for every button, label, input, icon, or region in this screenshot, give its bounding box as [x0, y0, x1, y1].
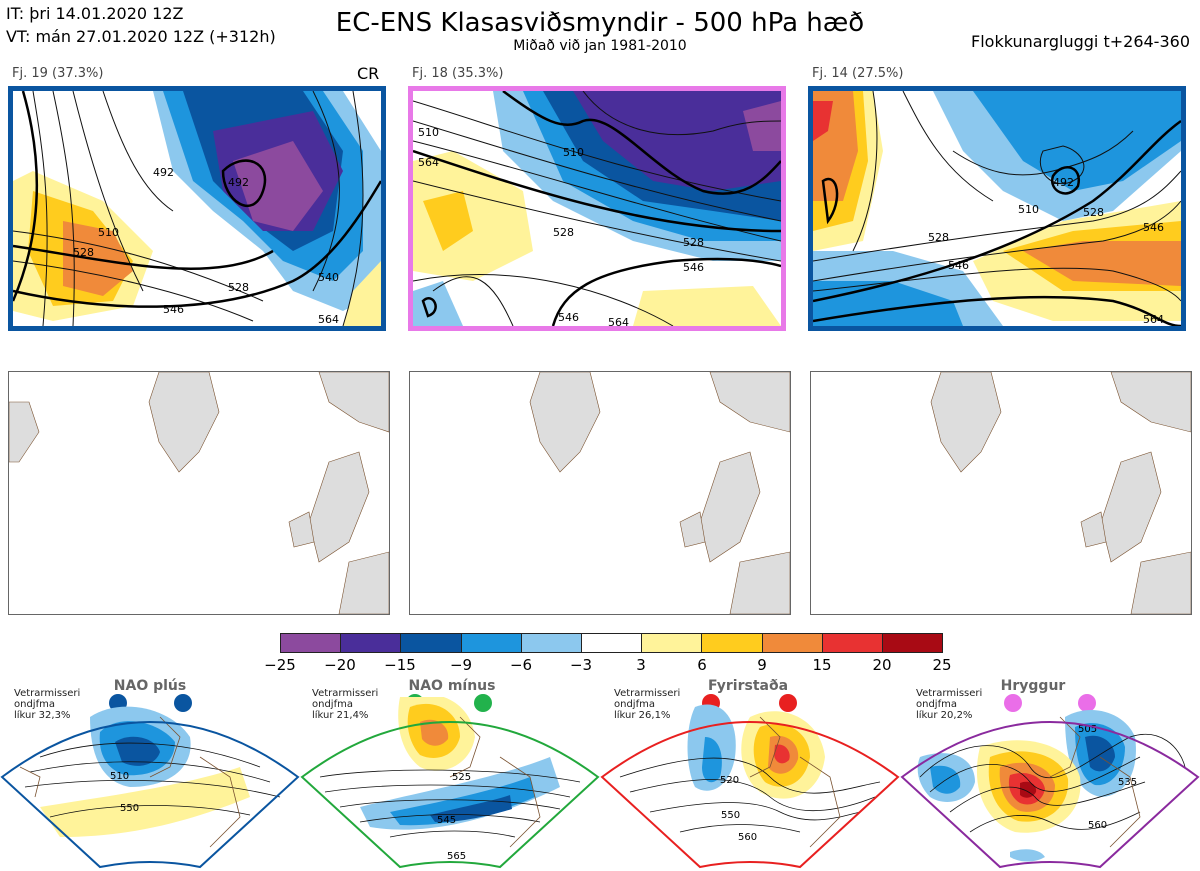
colorbar-swatch	[882, 634, 943, 652]
colorbar-swatch	[762, 634, 823, 652]
cluster-1-map[interactable]: 492 510 528 540 546 564 492 528	[8, 86, 386, 331]
regime-4-dot	[1004, 694, 1022, 712]
colorbar-tick: −6	[509, 656, 533, 674]
regime-contour-label: 535	[1118, 777, 1137, 788]
regime-4-info: Vetrarmisseri ondjfma líkur 20,2%	[916, 688, 983, 721]
regime-contour-label: 510	[110, 771, 129, 782]
cluster-2-label: Fj. 18 (35.3%)	[412, 66, 504, 81]
contour-label: 564	[418, 156, 439, 169]
colorbar-swatch	[702, 634, 763, 652]
regime-3-map[interactable]: 520 550 560	[600, 697, 900, 869]
colorbar-swatch	[401, 634, 462, 652]
contour-label: 528	[683, 236, 704, 249]
contour-label: 510	[1018, 203, 1039, 216]
regime-1-name: NAO plús	[113, 678, 187, 694]
colorbar-tick: 15	[812, 656, 832, 674]
contour-label: 528	[553, 226, 574, 239]
colorbar-tick: −15	[384, 656, 416, 674]
contour-label: 546	[1143, 221, 1164, 234]
colorbar-swatch	[341, 634, 402, 652]
contour-label: 510	[98, 226, 119, 239]
contour-label: 540	[318, 271, 339, 284]
cluster-2-map[interactable]: 510 510 528 528 546 546 564 564	[408, 86, 786, 331]
colorbar-swatch	[281, 634, 342, 652]
regime-contour-label: 505	[1078, 724, 1097, 735]
regime-3-info: Vetrarmisseri ondjfma líkur 26,1%	[614, 688, 681, 721]
regime-contour-label: 560	[738, 832, 757, 843]
regime-4-name: Hryggur	[1000, 678, 1066, 694]
colorbar-swatch	[822, 634, 883, 652]
colorbar-tick: 25	[932, 656, 952, 674]
regime-contour-label: 550	[120, 803, 139, 814]
clustering-window: Flokkunargluggi t+264-360	[971, 32, 1190, 51]
regime-contour-label: 545	[437, 815, 456, 826]
contour-label: 546	[683, 261, 704, 274]
colorbar-swatch	[581, 634, 643, 652]
regime-2-name: NAO mínus	[408, 678, 496, 694]
contour-label: 528	[1083, 206, 1104, 219]
regime-1-map[interactable]: 510 550	[0, 697, 300, 869]
regime-1-info: Vetrarmisseri ondjfma líkur 32,3%	[14, 688, 81, 721]
regime-contour-label: 550	[721, 810, 740, 821]
contour-label: 546	[558, 311, 579, 324]
contour-label: 546	[163, 303, 184, 316]
colorbar-tick: 6	[697, 656, 707, 674]
colorbar-swatch	[521, 634, 582, 652]
contour-label: 528	[73, 246, 94, 259]
contour-label: 564	[318, 313, 339, 326]
regime-contour-label: 525	[452, 772, 471, 783]
contour-label: 510	[563, 146, 584, 159]
regime-contour-label: 520	[720, 775, 739, 786]
regime-contour-label: 565	[447, 851, 466, 862]
empty-map-2[interactable]	[409, 371, 791, 615]
contour-label: 510	[418, 126, 439, 139]
contour-label: 564	[608, 316, 629, 326]
colorbar-swatch	[461, 634, 522, 652]
page-subtitle: Miðað við jan 1981-2010	[513, 38, 687, 54]
colorbar-tick: 9	[757, 656, 767, 674]
regime-3-name: Fyrirstaða	[707, 678, 789, 694]
regime-2-info: Vetrarmisseri ondjfma líkur 21,4%	[312, 688, 379, 721]
contour-label: 564	[1143, 313, 1164, 326]
valid-time: VT: mán 27.01.2020 12Z (+312h)	[6, 27, 276, 46]
contour-label: 492	[153, 166, 174, 179]
colorbar-tick: −3	[569, 656, 593, 674]
contour-label: 492	[228, 176, 249, 189]
empty-map-1[interactable]	[8, 371, 390, 615]
contour-label: 528	[928, 231, 949, 244]
regime-1-dot	[174, 694, 192, 712]
cluster-1-label: Fj. 19 (37.3%)	[12, 66, 104, 81]
contour-label: 546	[948, 259, 969, 272]
colorbar-tick: 20	[872, 656, 892, 674]
contour-label: 492	[1053, 176, 1074, 189]
regime-4-dot	[1078, 694, 1096, 712]
colorbar-tick: 3	[636, 656, 646, 674]
colorbar-tick: −25	[264, 656, 296, 674]
initial-time: IT: þri 14.01.2020 12Z	[6, 4, 184, 23]
contour-label: 528	[228, 281, 249, 294]
regime-2-dot	[474, 694, 492, 712]
colorbar	[280, 633, 943, 653]
colorbar-swatch	[642, 634, 703, 652]
cluster-3-label: Fj. 14 (27.5%)	[812, 66, 904, 81]
cluster-3-map[interactable]: 492 510 528 546 528 546 564	[808, 86, 1186, 331]
empty-map-3[interactable]	[810, 371, 1192, 615]
cluster-1-tag: CR	[357, 64, 380, 83]
colorbar-tick: −9	[449, 656, 473, 674]
regime-3-dot	[779, 694, 797, 712]
page-title: EC-ENS Klasasviðsmyndir - 500 hPa hæð	[335, 8, 865, 38]
colorbar-tick: −20	[324, 656, 356, 674]
regime-2-map[interactable]: 525 545 565	[300, 697, 600, 869]
regime-contour-label: 560	[1088, 820, 1107, 831]
regime-4-map[interactable]: 505 535 560	[900, 697, 1200, 869]
